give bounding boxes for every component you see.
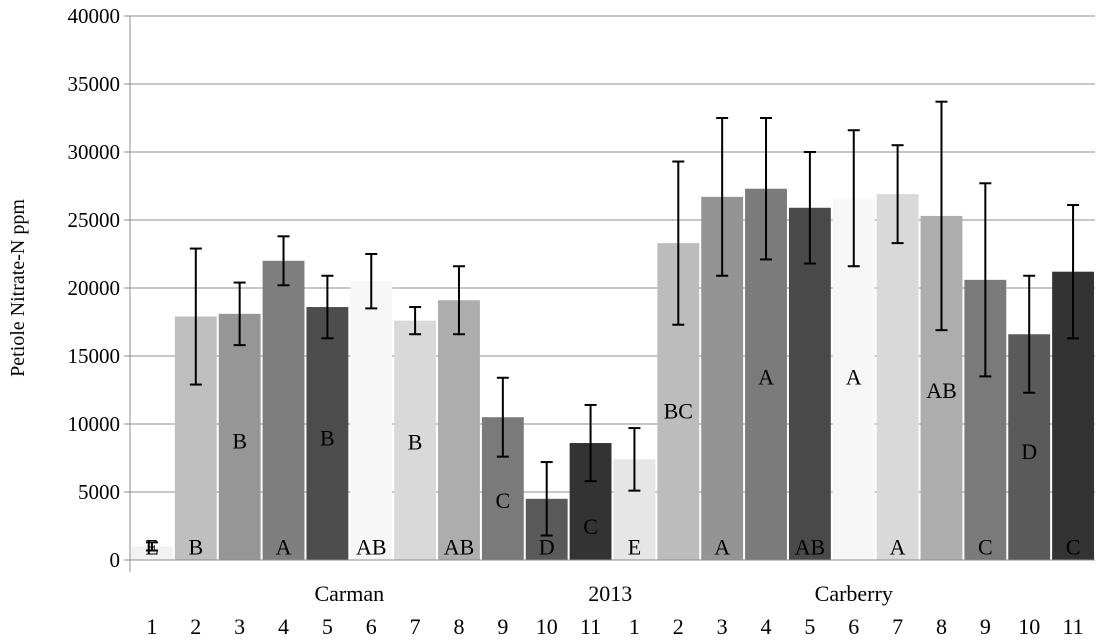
y-tick-label: 30000 bbox=[68, 140, 121, 164]
y-tick-label: 5000 bbox=[78, 480, 120, 504]
significance-letter: C bbox=[495, 488, 510, 513]
x-tick-label: 3 bbox=[234, 614, 245, 639]
significance-letter: A bbox=[714, 534, 730, 559]
y-axis-label: Petiole Nitrate-N ppm bbox=[7, 199, 29, 377]
x-tick-label: 10 bbox=[536, 614, 558, 639]
bar bbox=[438, 300, 480, 560]
group-label: 2013 bbox=[588, 581, 632, 606]
y-tick-label: 15000 bbox=[68, 344, 121, 368]
group-label: Carman bbox=[314, 581, 384, 606]
significance-letter: A bbox=[846, 364, 862, 389]
x-tick-label: 6 bbox=[366, 614, 377, 639]
x-tick-label: 11 bbox=[580, 614, 601, 639]
significance-letter: D bbox=[1021, 439, 1037, 464]
x-category-labels: 1 2 3 4 5 6 7 8 9 10 11 1 2 3 4 5 6 7 8 9 10 11 bbox=[146, 614, 1083, 639]
bar bbox=[788, 207, 831, 560]
significance-letter: A bbox=[758, 364, 774, 389]
x-tick-label: 1 bbox=[629, 614, 640, 639]
significance-letter: E bbox=[145, 534, 158, 559]
significance-letter: B bbox=[188, 534, 203, 559]
bars bbox=[131, 188, 1094, 561]
bar bbox=[876, 194, 919, 560]
bar bbox=[306, 307, 349, 560]
x-tick-label: 9 bbox=[980, 614, 991, 639]
error-bars bbox=[145, 100, 1080, 552]
x-tick-label: 1 bbox=[146, 614, 157, 639]
bar bbox=[262, 260, 305, 560]
x-tick-label: 7 bbox=[892, 614, 903, 639]
significance-letter: B bbox=[408, 430, 423, 455]
significance-letter: C bbox=[583, 514, 598, 539]
significance-letter: C bbox=[1066, 534, 1081, 559]
x-tick-label: 11 bbox=[1062, 614, 1083, 639]
x-tick-label: 9 bbox=[497, 614, 508, 639]
y-tick-label: 0 bbox=[110, 548, 121, 572]
significance-letter: D bbox=[539, 534, 555, 559]
x-tick-label: 5 bbox=[322, 614, 333, 639]
x-tick-label: 2 bbox=[673, 614, 684, 639]
x-tick-label: 8 bbox=[453, 614, 464, 639]
y-tick-labels: 0 5000 10000 15000 20000 25000 30000 35000 40000 bbox=[68, 4, 130, 572]
significance-letter: BC bbox=[664, 398, 693, 423]
x-tick-label: 7 bbox=[410, 614, 421, 639]
y-tick-label: 40000 bbox=[68, 4, 121, 28]
x-tick-label: 8 bbox=[936, 614, 947, 639]
y-tick-label: 25000 bbox=[68, 208, 121, 232]
axes bbox=[129, 16, 1095, 572]
significance-letter: AB bbox=[356, 534, 387, 559]
group-label: Carberry bbox=[815, 581, 893, 606]
y-tick-label: 35000 bbox=[68, 72, 121, 96]
bar bbox=[218, 313, 261, 560]
significance-letter: C bbox=[978, 534, 993, 559]
x-tick-label: 4 bbox=[761, 614, 772, 639]
y-tick-label: 10000 bbox=[68, 412, 121, 436]
x-tick-label: 2 bbox=[190, 614, 201, 639]
x-tick-label: 10 bbox=[1018, 614, 1040, 639]
x-tick-label: 3 bbox=[717, 614, 728, 639]
significance-letter: A bbox=[276, 534, 292, 559]
x-tick-label: 5 bbox=[804, 614, 815, 639]
significance-letter: A bbox=[890, 534, 906, 559]
bar bbox=[131, 546, 173, 560]
y-tick-label: 20000 bbox=[68, 276, 121, 300]
significance-letter: E bbox=[628, 534, 641, 559]
x-tick-label: 6 bbox=[848, 614, 859, 639]
x-tick-label: 4 bbox=[278, 614, 289, 639]
bar bbox=[394, 320, 437, 560]
significance-letter: B bbox=[320, 426, 335, 451]
significance-letter: AB bbox=[926, 378, 957, 403]
significance-letter: B bbox=[232, 428, 247, 453]
x-group-labels: Carman 2013 Carberry bbox=[314, 581, 892, 606]
significance-letter: AB bbox=[444, 534, 475, 559]
bar bbox=[350, 281, 393, 560]
significance-letter: AB bbox=[795, 534, 826, 559]
